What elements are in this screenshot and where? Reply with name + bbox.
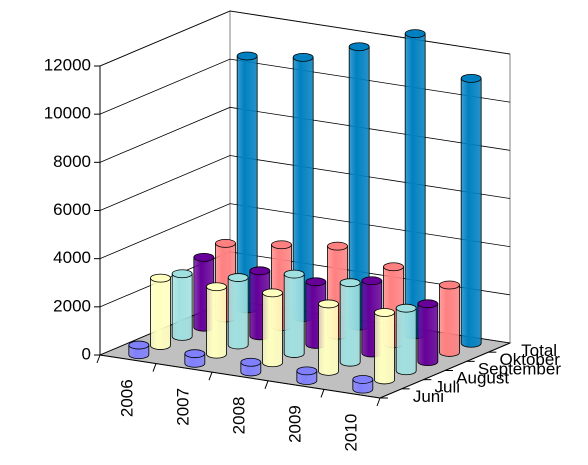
bar-top [352,375,374,384]
bar [283,273,305,358]
y-tick-label: 10000 [44,104,91,123]
bar [227,277,249,350]
bar-top [283,269,305,279]
bar-top [404,29,426,39]
bar-top [193,252,215,262]
bar-top [271,240,292,250]
bar-top [240,357,262,367]
cylinder [460,73,482,348]
bar-top [292,52,314,62]
legend-label: Oktober [500,350,561,369]
cylinder [374,308,395,385]
bar-top [417,299,439,309]
cylinder [417,299,439,367]
bar [339,282,361,367]
bar [460,77,482,348]
x-axis [99,354,381,399]
bar-top [327,241,348,251]
bar-top [296,366,318,376]
legend-label: September [478,359,561,378]
x-tick [152,363,157,372]
bar-top [249,266,271,276]
bar [318,303,339,376]
bar-top [305,277,327,287]
x-tick-label: 2007 [173,388,192,426]
cylinder [283,269,305,358]
cylinder [128,340,150,360]
bar-top [184,349,206,359]
bar-top [361,276,383,286]
y-tick-label: 4000 [53,248,91,267]
y-tick-label: 8000 [53,152,91,171]
bar [395,307,417,376]
x-tick-label: 2009 [285,405,304,443]
x-tick [264,380,269,389]
x-tick [208,372,213,381]
bar [417,303,439,367]
bar-top [374,308,395,317]
cylinder [227,273,249,350]
bar [150,277,171,350]
y-tick-label: 0 [82,344,91,363]
bar-top [206,282,227,292]
bar-top [262,288,283,298]
cylinder [395,303,417,376]
bar-top [215,238,236,248]
cylinder [339,278,361,367]
bar [374,312,395,385]
cylinder [150,273,171,350]
bar-top [128,340,150,350]
legend-label: Total [521,341,557,360]
cylinder [404,29,426,340]
y-tick-label: 2000 [53,296,91,315]
bar [171,273,193,341]
bar-top [171,269,193,279]
bar [206,286,227,359]
x-tick-label: 2006 [117,379,136,417]
legend-label: Juni [413,387,444,406]
bar-top [460,73,482,83]
y-tick-label: 12000 [44,55,91,74]
bar-top [395,303,417,313]
bar [262,292,283,368]
bar-top [383,262,404,272]
cylinder [171,269,193,341]
bar-top [318,299,339,309]
bar [404,33,426,340]
bar-top [348,42,370,52]
x-tick-label: 2010 [341,414,360,452]
cylinder [184,349,206,368]
bar-top [150,273,171,283]
cylinder [439,280,460,357]
cylinder [296,366,318,385]
bar-top [236,51,258,61]
x-tick [320,389,325,398]
x-tick-label: 2008 [229,397,248,435]
bar-top [339,278,361,288]
cylinder [206,282,227,359]
cylinder [352,375,374,394]
cylinder [318,299,339,376]
bar [439,284,460,357]
y-tick-label: 6000 [53,200,91,219]
bar-top [227,273,249,282]
legend-label: Juli [435,378,461,397]
bar-top [439,280,460,290]
x-tick [96,354,101,364]
legend-label: August [456,369,509,388]
cylinder [262,288,283,368]
x-tick [376,397,381,407]
cylinder [240,357,262,377]
